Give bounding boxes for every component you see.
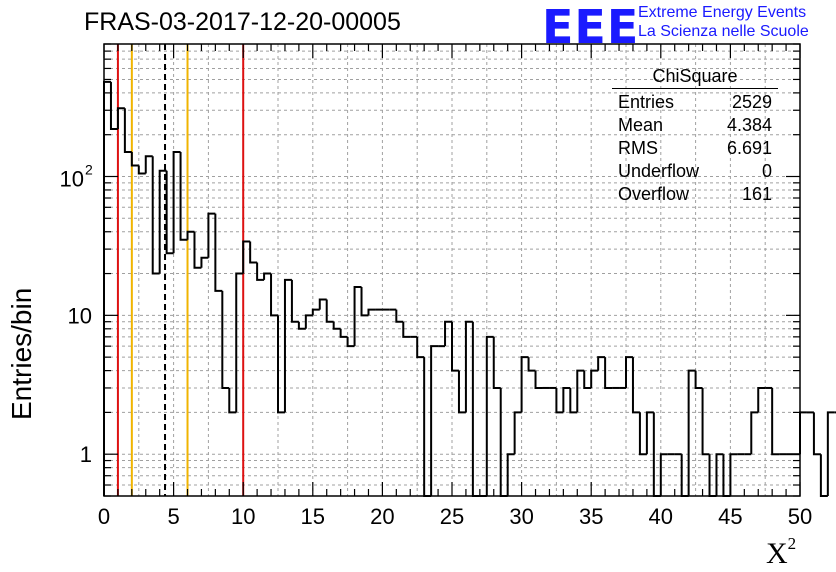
histogram-bin xyxy=(362,287,369,315)
histogram-bin xyxy=(313,310,320,316)
histogram-bin xyxy=(181,152,188,240)
reference-lines xyxy=(118,44,243,496)
histogram-bin xyxy=(577,371,584,413)
histogram-bin xyxy=(174,152,181,253)
histogram-bin xyxy=(215,214,222,291)
histogram-bin xyxy=(132,152,139,165)
x-tick-label: 15 xyxy=(301,504,325,529)
histogram-bin xyxy=(556,388,563,412)
histogram-bin xyxy=(772,388,779,454)
histogram-bin xyxy=(494,337,501,388)
y-tick-label: 10 xyxy=(68,303,92,328)
histogram-bin xyxy=(529,357,536,370)
histogram-bin xyxy=(229,388,236,412)
histogram-bin xyxy=(459,371,466,413)
histogram-bin xyxy=(584,371,591,388)
histogram-bin xyxy=(111,82,118,129)
histogram-bin xyxy=(417,337,424,357)
histogram-bin xyxy=(271,274,278,316)
histogram-bin xyxy=(536,371,543,388)
histogram-bin xyxy=(696,371,703,388)
histogram-bin xyxy=(626,357,633,388)
stats-row-entries: Entries 2529 xyxy=(612,91,778,114)
histogram-bin xyxy=(264,274,271,280)
histogram-bin xyxy=(153,156,160,273)
x-tick-label: 30 xyxy=(509,504,533,529)
x-tick-label: 0 xyxy=(98,504,110,529)
histogram-bin xyxy=(515,412,522,454)
histogram-bin xyxy=(118,108,125,129)
histogram-bin xyxy=(348,337,355,346)
histogram-bin xyxy=(236,274,243,413)
histogram-bin xyxy=(828,412,835,496)
histogram-bin xyxy=(758,388,765,412)
stats-row-underflow: Underflow 0 xyxy=(612,160,778,183)
stats-row-overflow: Overflow 161 xyxy=(612,183,778,206)
histogram-bin xyxy=(327,300,334,322)
x-tick-label: 50 xyxy=(788,504,812,529)
histogram-bin xyxy=(800,412,807,454)
stats-box-title: ChiSquare xyxy=(612,66,778,89)
histogram-bin xyxy=(250,242,257,263)
x-tick-label: 25 xyxy=(440,504,464,529)
histogram-bin xyxy=(201,258,208,268)
histogram-bin xyxy=(522,357,529,412)
histogram-bin xyxy=(633,357,640,412)
logo-tagline-1: Extreme Energy Events xyxy=(638,4,806,22)
histogram-bin xyxy=(368,310,375,316)
x-axis-label: X2 xyxy=(766,534,796,571)
histogram-bin xyxy=(104,82,111,496)
y-tick-label: 1 xyxy=(80,442,92,467)
histogram-bin xyxy=(445,322,452,346)
x-tick-labels: 0 5 10 15 20 25 30 35 40 45 50 xyxy=(98,504,812,529)
histogram-bin xyxy=(689,371,696,496)
histogram-bin xyxy=(598,357,605,370)
histogram-bin xyxy=(243,242,250,274)
histogram-bin xyxy=(570,388,577,412)
histogram-bin xyxy=(424,357,431,496)
logo-tagline-2: La Scienza nelle Scuole xyxy=(638,23,809,41)
stats-box: ChiSquare Entries 2529 Mean 4.384 RMS 6.691… xyxy=(612,66,778,206)
histogram-bin xyxy=(431,346,438,496)
histogram-bin xyxy=(563,388,570,412)
histogram-bin xyxy=(320,300,327,310)
histogram-bin xyxy=(821,454,828,496)
histogram-bin xyxy=(640,412,647,454)
histogram-bin xyxy=(139,166,146,174)
y-tick-label: 10 xyxy=(60,166,84,191)
eee-logo: EEE xyxy=(542,0,639,54)
histogram-bin xyxy=(501,388,508,496)
histogram-bin xyxy=(188,232,195,240)
plot-title: FRAS-03-2017-12-20-00005 xyxy=(84,8,401,37)
histogram-bin xyxy=(278,315,285,412)
y-tick-label-exponent: 2 xyxy=(85,161,93,177)
histogram-bin xyxy=(222,291,229,388)
histogram-bin xyxy=(334,322,341,329)
x-tick-label: 35 xyxy=(579,504,603,529)
histogram-bin xyxy=(473,322,480,496)
histogram-bin xyxy=(703,388,710,454)
histogram-bin xyxy=(591,371,598,388)
histogram-bin xyxy=(751,412,758,454)
histogram-bin xyxy=(257,263,264,280)
histogram-bin xyxy=(814,412,821,454)
x-tick-label: 5 xyxy=(167,504,179,529)
stats-row-rms: RMS 6.691 xyxy=(612,137,778,160)
x-tick-label: 40 xyxy=(649,504,673,529)
histogram-bin xyxy=(487,337,494,496)
histogram-bin xyxy=(208,214,215,258)
histogram-bin xyxy=(341,329,348,337)
histogram-bin xyxy=(647,412,654,454)
histogram-bin xyxy=(125,108,132,152)
histogram-bin xyxy=(146,156,153,173)
x-tick-label: 45 xyxy=(718,504,742,529)
histogram-bin xyxy=(299,322,306,329)
stats-row-mean: Mean 4.384 xyxy=(612,114,778,137)
histogram-bin xyxy=(605,357,612,388)
x-tick-label: 10 xyxy=(231,504,255,529)
histogram-bin xyxy=(466,322,473,413)
histogram-bin xyxy=(194,232,201,268)
x-tick-label: 20 xyxy=(370,504,394,529)
